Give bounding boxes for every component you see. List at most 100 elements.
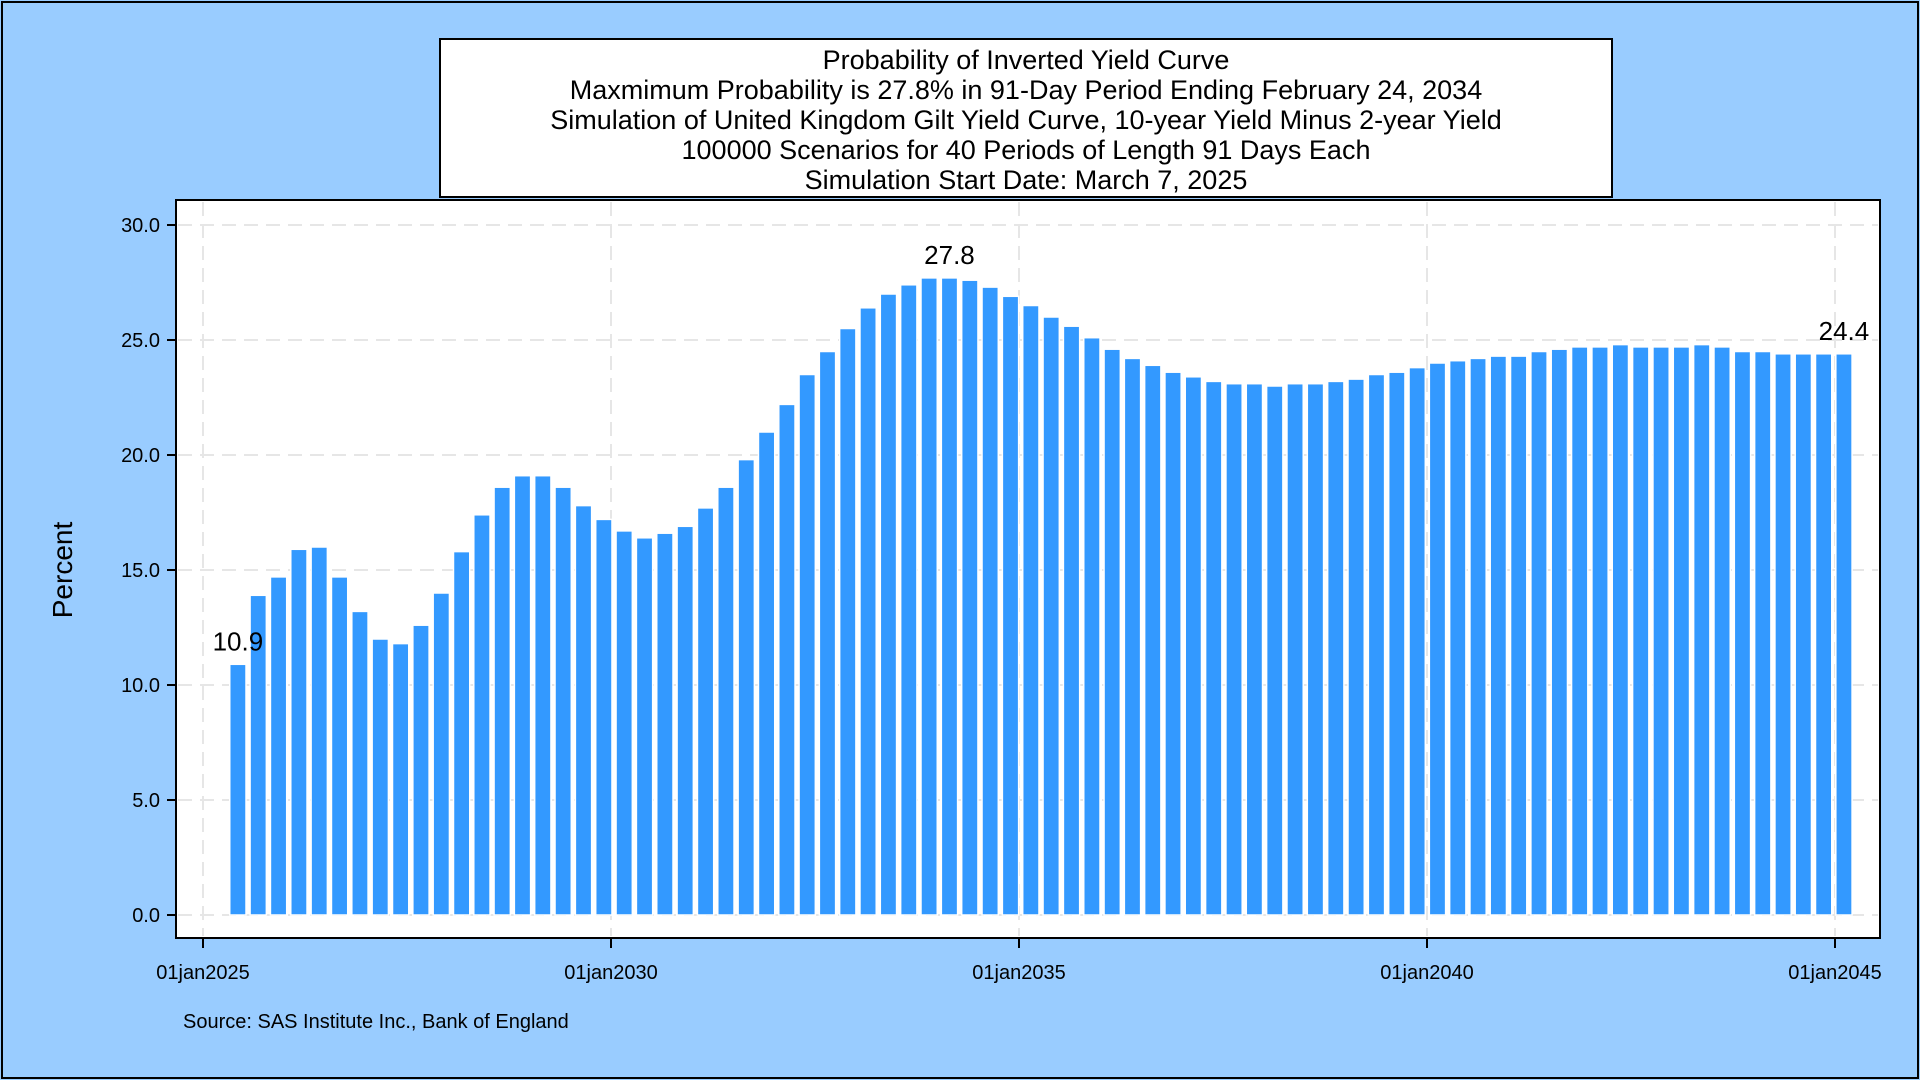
bar (1286, 382, 1304, 916)
x-tick-label: 01jan2030 (564, 962, 657, 984)
bar (269, 576, 288, 916)
bar (818, 350, 837, 916)
bar (1245, 382, 1264, 916)
bar (1204, 380, 1223, 916)
bar (513, 474, 532, 916)
bar (1530, 350, 1548, 916)
chart-title-line-3: Simulation of United Kingdom Gilt Yield … (550, 105, 1502, 135)
y-tick-label: 25.0 (121, 330, 160, 352)
bar (1692, 343, 1711, 916)
bar (1774, 353, 1792, 916)
bar (920, 277, 939, 916)
data-label: 24.4 (1819, 316, 1870, 346)
bar (1184, 376, 1203, 916)
bar (615, 530, 634, 916)
y-tick-label: 20.0 (121, 445, 160, 467)
bar (1225, 382, 1243, 916)
bar (1631, 346, 1650, 916)
bar (960, 279, 979, 916)
bar (290, 548, 308, 916)
bar (1509, 355, 1528, 916)
bar (1835, 353, 1853, 916)
bar (1550, 348, 1569, 916)
chart-title-line-4: 100000 Scenarios for 40 Periods of Lengt… (681, 135, 1371, 165)
bar (1672, 346, 1691, 916)
chart-title-line-1: Probability of Inverted Yield Curve (822, 45, 1230, 75)
bar (676, 525, 695, 916)
bar (1814, 353, 1833, 916)
bar (1021, 304, 1040, 916)
chart-title-line-5: Simulation Start Date: March 7, 2025 (804, 165, 1248, 195)
bar (1082, 336, 1101, 916)
bar (859, 307, 877, 916)
bar (778, 403, 796, 916)
source-note: Source: SAS Institute Inc., Bank of Engl… (183, 1011, 569, 1033)
bar (1753, 350, 1772, 916)
bar (1408, 366, 1427, 916)
bar (899, 284, 918, 916)
data-label: 27.8 (924, 240, 975, 270)
bar (391, 642, 410, 916)
bar (1143, 364, 1162, 916)
x-tick-label: 01jan2045 (1788, 962, 1881, 984)
y-tick-label: 15.0 (121, 560, 160, 582)
bar (1611, 343, 1630, 916)
chart-title-box: Probability of Inverted Yield Curve Maxm… (439, 38, 1613, 198)
bar (432, 592, 451, 916)
bar (798, 373, 817, 916)
bar (717, 486, 735, 916)
bar (655, 532, 674, 916)
bar (1469, 357, 1487, 916)
bar (635, 537, 654, 916)
data-label: 10.9 (213, 626, 264, 656)
bar (1306, 382, 1325, 916)
bar (249, 594, 268, 916)
bar (1062, 325, 1081, 916)
bar (574, 504, 593, 916)
bar (737, 458, 756, 916)
bar (1387, 371, 1406, 916)
bar (879, 293, 898, 916)
bars (228, 277, 1853, 916)
bar (1265, 385, 1284, 916)
y-tick-label: 5.0 (132, 790, 160, 812)
bar (594, 518, 613, 916)
y-tick-label: 10.0 (121, 675, 160, 697)
bar (696, 507, 715, 916)
bar (1570, 346, 1589, 916)
bar (981, 286, 1000, 916)
bar (1591, 346, 1609, 916)
x-tick-label: 01jan2035 (972, 962, 1065, 984)
bar (533, 474, 552, 916)
bar (1042, 316, 1061, 916)
bar (1489, 355, 1508, 916)
data-labels: 10.9 27.8 24.4 (213, 240, 1870, 656)
bar (228, 663, 247, 916)
bar (1347, 378, 1366, 916)
bar (1103, 348, 1122, 916)
x-tick-label: 01jan2040 (1380, 962, 1473, 984)
bar (838, 327, 857, 916)
bar (1123, 357, 1142, 916)
bar (473, 514, 491, 916)
bar (493, 486, 512, 916)
bar (1367, 373, 1386, 916)
bar (1713, 346, 1731, 916)
y-axis-label: Percent (47, 522, 78, 619)
y-tick-label: 0.0 (132, 905, 160, 927)
bar (1428, 362, 1447, 916)
bar (1794, 353, 1813, 916)
bar (1652, 346, 1670, 916)
bar (452, 550, 471, 916)
bar (351, 610, 369, 916)
axes: 0.0 5.0 10.0 15.0 20.0 25.0 30.0 01jan2025 01jan… (121, 215, 1882, 984)
chart-title-line-2: Maxmimum Probability is 27.8% in 91-Day … (569, 75, 1483, 105)
bar (412, 624, 430, 916)
y-tick-label: 30.0 (121, 215, 160, 237)
bar (1733, 350, 1752, 916)
bar (940, 277, 959, 916)
bar (1448, 359, 1467, 916)
x-tick-label: 01jan2025 (156, 962, 249, 984)
bar (371, 638, 390, 916)
